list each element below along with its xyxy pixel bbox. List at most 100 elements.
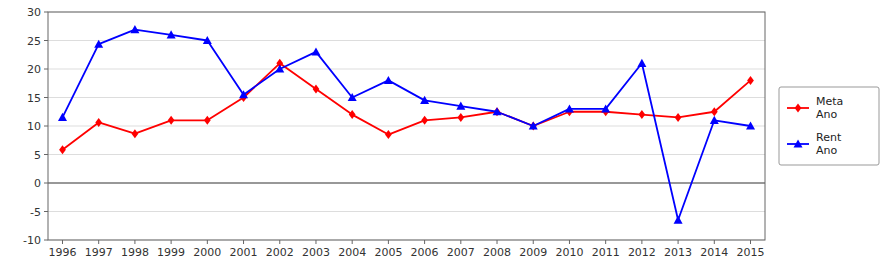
y-tick xyxy=(44,40,48,41)
x-tick-label: 2008 xyxy=(483,246,511,259)
point xyxy=(637,59,646,67)
y-tick-label: 20 xyxy=(27,63,41,76)
y-tick xyxy=(44,126,48,127)
x-tick xyxy=(533,240,534,244)
point xyxy=(529,122,538,130)
point xyxy=(311,47,320,55)
point xyxy=(204,116,211,125)
point xyxy=(59,145,66,154)
point xyxy=(674,216,683,224)
series xyxy=(59,59,754,154)
series xyxy=(58,25,755,224)
point xyxy=(747,76,754,85)
legend-label-line: Rent xyxy=(816,131,842,144)
y-tick-label: 10 xyxy=(27,120,41,133)
x-tick xyxy=(569,240,570,244)
y-tick-label: 25 xyxy=(27,35,41,48)
x-tick xyxy=(678,240,679,244)
y-tick xyxy=(44,97,48,98)
x-tick-label: 2004 xyxy=(338,246,366,259)
y-tick-label: 15 xyxy=(27,92,41,105)
y-tick xyxy=(44,183,48,184)
point xyxy=(493,107,502,115)
x-tick-label: 2009 xyxy=(519,246,547,259)
grid-line xyxy=(48,69,765,70)
x-tick-label: 2015 xyxy=(737,246,765,259)
x-tick xyxy=(352,240,353,244)
x-tick-label: 2014 xyxy=(700,246,728,259)
grid-line xyxy=(48,40,765,41)
grid-line xyxy=(48,154,765,155)
x-tick xyxy=(134,240,135,244)
x-tick xyxy=(641,240,642,244)
x-tick xyxy=(62,240,63,244)
x-tick-label: 2002 xyxy=(266,246,294,259)
x-tick-label: 2000 xyxy=(193,246,221,259)
point xyxy=(746,122,755,130)
series-line xyxy=(62,30,750,220)
legend-label-line: Ano xyxy=(816,108,837,121)
legend-marker xyxy=(795,104,802,113)
point xyxy=(132,129,139,138)
y-tick-label: -10 xyxy=(23,234,41,247)
x-tick-label: 2005 xyxy=(374,246,402,259)
point xyxy=(385,130,392,139)
point xyxy=(313,84,320,93)
grid-line xyxy=(48,211,765,212)
y-tick-label: 0 xyxy=(34,177,41,190)
legend-label-line: Ano xyxy=(816,144,837,157)
point xyxy=(203,36,212,44)
point xyxy=(167,30,176,38)
x-tick-label: 2001 xyxy=(230,246,258,259)
point xyxy=(601,104,610,112)
point xyxy=(130,25,139,33)
x-tick-label: 2012 xyxy=(628,246,656,259)
point xyxy=(95,118,102,127)
y-axis: -10-5051015202530 xyxy=(23,6,48,247)
x-tick xyxy=(388,240,389,244)
x-tick xyxy=(243,240,244,244)
y-tick xyxy=(44,211,48,212)
legend-label-line: Meta xyxy=(816,95,843,108)
grid-line xyxy=(48,97,765,98)
point xyxy=(420,96,429,104)
grid xyxy=(48,12,765,240)
x-tick-label: 1996 xyxy=(48,246,76,259)
x-tick-label: 1998 xyxy=(121,246,149,259)
legend-box xyxy=(779,87,879,165)
x-tick xyxy=(279,240,280,244)
point xyxy=(457,113,464,122)
y-tick xyxy=(44,154,48,155)
y-tick xyxy=(44,240,48,241)
point xyxy=(168,116,175,125)
x-tick-label: 2007 xyxy=(447,246,475,259)
point xyxy=(348,93,357,101)
x-tick xyxy=(714,240,715,244)
y-tick xyxy=(44,12,48,13)
point xyxy=(675,113,682,122)
x-tick-label: 1999 xyxy=(157,246,185,259)
x-tick xyxy=(207,240,208,244)
x-tick xyxy=(750,240,751,244)
series-line xyxy=(62,63,750,149)
point xyxy=(384,76,393,84)
point xyxy=(94,40,103,48)
x-tick xyxy=(424,240,425,244)
point xyxy=(58,113,67,121)
x-tick xyxy=(497,240,498,244)
x-tick xyxy=(605,240,606,244)
plot-area xyxy=(58,25,755,224)
x-tick-label: 2006 xyxy=(411,246,439,259)
point xyxy=(565,104,574,112)
legend-marker xyxy=(794,140,803,148)
x-tick xyxy=(460,240,461,244)
legend-label: MetaAno xyxy=(816,95,843,121)
x-tick-label: 1997 xyxy=(85,246,113,259)
y-tick xyxy=(44,69,48,70)
x-tick-label: 2013 xyxy=(664,246,692,259)
point xyxy=(711,107,718,116)
chart: -10-505101520253019961997199819992000200… xyxy=(0,0,890,271)
point xyxy=(456,102,465,110)
point xyxy=(710,116,719,124)
zero-line xyxy=(48,182,765,183)
